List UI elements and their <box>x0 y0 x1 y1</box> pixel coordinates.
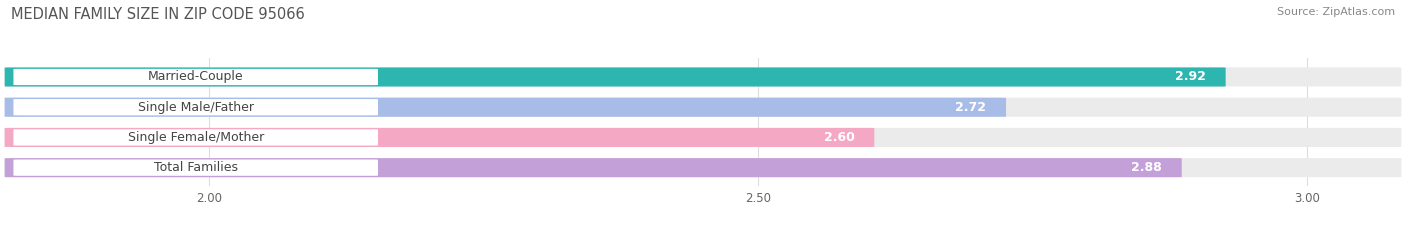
Text: Single Male/Father: Single Male/Father <box>138 101 253 114</box>
Text: 2.88: 2.88 <box>1132 161 1161 174</box>
FancyBboxPatch shape <box>4 67 1226 86</box>
FancyBboxPatch shape <box>4 128 875 147</box>
FancyBboxPatch shape <box>14 69 378 85</box>
Text: Married-Couple: Married-Couple <box>148 71 243 83</box>
Text: Single Female/Mother: Single Female/Mother <box>128 131 264 144</box>
FancyBboxPatch shape <box>14 129 378 146</box>
FancyBboxPatch shape <box>4 98 1007 117</box>
FancyBboxPatch shape <box>4 128 1402 147</box>
FancyBboxPatch shape <box>14 99 378 115</box>
Text: 2.92: 2.92 <box>1175 71 1206 83</box>
Text: 2.60: 2.60 <box>824 131 855 144</box>
Text: Total Families: Total Families <box>153 161 238 174</box>
Text: MEDIAN FAMILY SIZE IN ZIP CODE 95066: MEDIAN FAMILY SIZE IN ZIP CODE 95066 <box>11 7 305 22</box>
Text: 2.72: 2.72 <box>955 101 986 114</box>
FancyBboxPatch shape <box>4 158 1402 177</box>
Text: Source: ZipAtlas.com: Source: ZipAtlas.com <box>1277 7 1395 17</box>
FancyBboxPatch shape <box>4 67 1402 86</box>
FancyBboxPatch shape <box>4 98 1402 117</box>
FancyBboxPatch shape <box>4 158 1181 177</box>
FancyBboxPatch shape <box>14 160 378 176</box>
